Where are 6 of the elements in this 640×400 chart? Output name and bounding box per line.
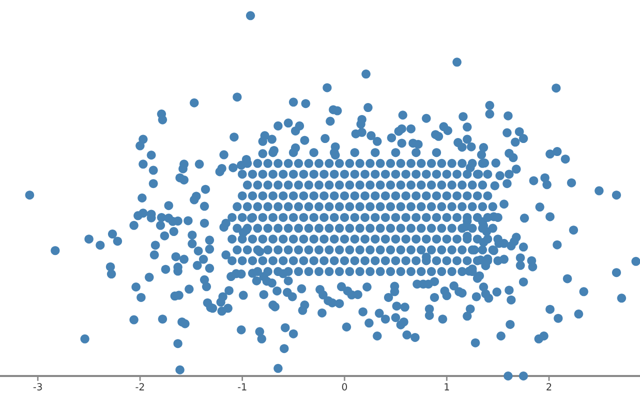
x-tick-label: -3 [33,383,42,390]
x-tick-label: -2 [136,383,144,390]
x-tick-label: -1 [238,383,246,390]
x-tick-label: 0 [342,383,347,390]
x-tick-label: 1 [444,383,449,390]
x-tick-label: 2 [546,383,552,390]
